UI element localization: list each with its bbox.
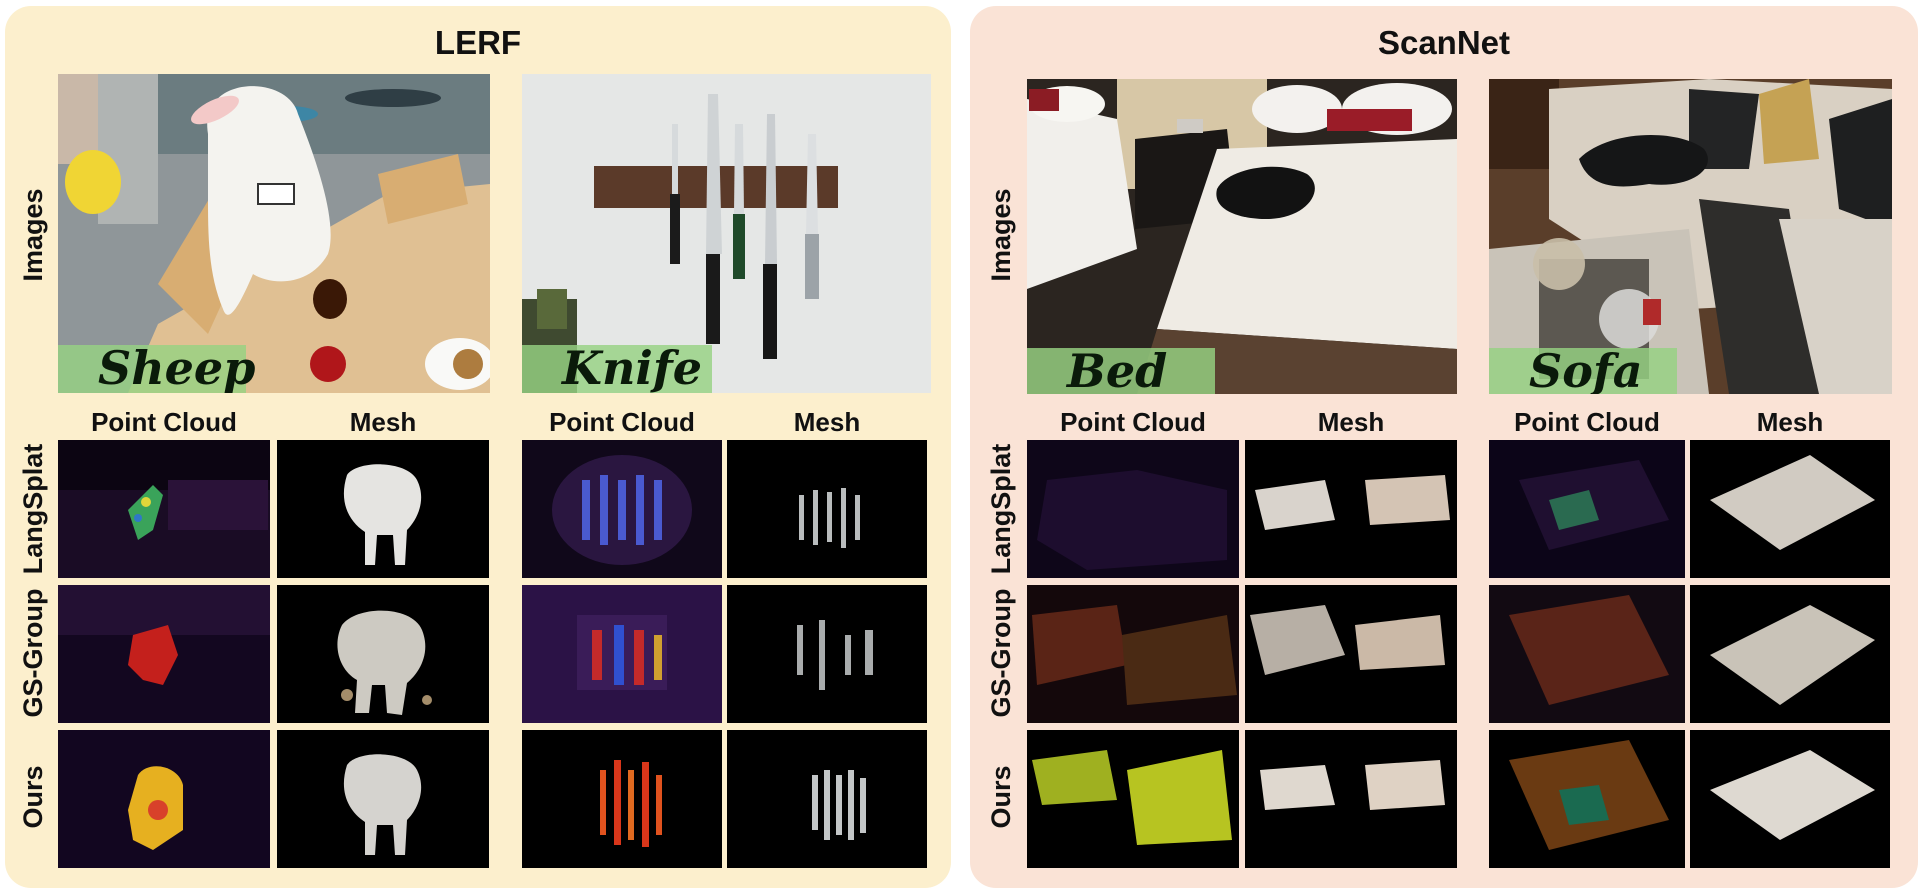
row-label-ours-lerf: Ours <box>18 765 48 829</box>
sofa-gsgroup-point-cloud <box>1489 585 1685 723</box>
sheep-langsplat-point-cloud <box>58 440 270 578</box>
col-label-point-cloud-knife: Point Cloud <box>549 407 695 437</box>
bed-ours-mesh <box>1245 730 1457 868</box>
row-label-langsplat-scannet: LangSplat <box>986 443 1016 575</box>
row-label-gsgroup-lerf: GS-Group <box>18 588 48 718</box>
sheep-ours-mesh <box>277 730 489 868</box>
sheep-gsgroup-mesh <box>277 585 489 723</box>
sofa-langsplat-point-cloud <box>1489 440 1685 578</box>
sheep-label: Sheep <box>58 345 255 393</box>
bed-ours-point-cloud <box>1027 730 1239 868</box>
col-label-mesh-sofa: Mesh <box>1756 407 1824 437</box>
sheep-langsplat-mesh <box>277 440 489 578</box>
row-label-langsplat-lerf: LangSplat <box>18 443 48 575</box>
sofa-label: Sofa <box>1489 348 1677 394</box>
sofa-gsgroup-mesh <box>1690 585 1890 723</box>
row-label-images-scannet: Images <box>986 188 1016 282</box>
sofa-langsplat-mesh <box>1690 440 1890 578</box>
sheep-gsgroup-point-cloud <box>58 585 270 723</box>
knife-gsgroup-mesh <box>727 585 927 723</box>
bed-label: Bed <box>1027 348 1215 394</box>
col-label-mesh-sheep: Mesh <box>349 407 417 437</box>
bed-photo: Bed <box>1027 79 1457 394</box>
knife-langsplat-point-cloud <box>522 440 722 578</box>
row-label-ours-scannet: Ours <box>986 765 1016 829</box>
sofa-ours-point-cloud <box>1489 730 1685 868</box>
bed-langsplat-mesh <box>1245 440 1457 578</box>
sheep-photo: Sheep <box>58 74 490 393</box>
sofa-ours-mesh <box>1690 730 1890 868</box>
scannet-panel-title: ScanNet <box>1377 24 1511 61</box>
col-label-mesh-bed: Mesh <box>1317 407 1385 437</box>
bed-gsgroup-point-cloud <box>1027 585 1239 723</box>
col-label-point-cloud-sheep: Point Cloud <box>91 407 237 437</box>
knife-ours-point-cloud <box>522 730 722 868</box>
sofa-photo: Sofa <box>1489 79 1892 394</box>
row-label-images-lerf: Images <box>18 188 48 282</box>
knife-gsgroup-point-cloud <box>522 585 722 723</box>
knife-ours-mesh <box>727 730 927 868</box>
knife-label: Knife <box>522 345 712 393</box>
col-label-point-cloud-sofa: Point Cloud <box>1514 407 1660 437</box>
lerf-panel-title: LERF <box>434 24 522 61</box>
knife-photo: Knife <box>522 74 931 393</box>
bed-gsgroup-mesh <box>1245 585 1457 723</box>
sheep-ours-point-cloud <box>58 730 270 868</box>
col-label-mesh-knife: Mesh <box>793 407 861 437</box>
bed-langsplat-point-cloud <box>1027 440 1239 578</box>
col-label-point-cloud-bed: Point Cloud <box>1060 407 1206 437</box>
row-label-gsgroup-scannet: GS-Group <box>986 588 1016 718</box>
knife-langsplat-mesh <box>727 440 927 578</box>
